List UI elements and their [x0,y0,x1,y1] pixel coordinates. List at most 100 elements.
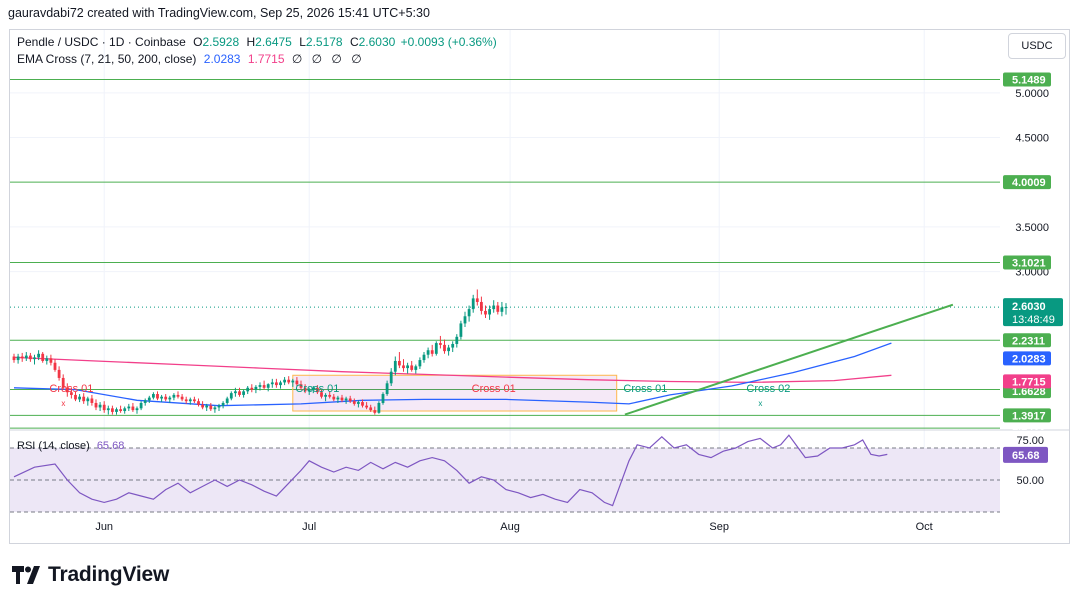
chart-frame[interactable] [9,29,1070,544]
candle-body [303,387,307,392]
x-axis-label: Oct [916,521,933,533]
candle-body [123,408,127,412]
candle-body [78,396,81,400]
candle-body [414,366,418,370]
candle-body [143,400,147,403]
candle-body [12,356,16,361]
trendline [624,303,954,416]
rsi-tick-label: 75.00 [1016,435,1044,447]
candle-body [127,406,131,409]
level-price-label-bg [1003,72,1051,87]
candle-body [328,394,332,397]
candle-body [480,301,483,311]
candle-body [467,309,471,317]
candle-body [250,387,254,390]
ema-fast-price-label: 2.0283 [1012,353,1046,365]
candle-body [20,356,24,359]
level-price-label-bg [1003,175,1051,190]
candle-body [475,298,479,302]
candle-body [221,402,225,406]
candle-body [86,398,90,402]
ema-layer [13,342,892,407]
symbol-name[interactable]: Pendle / USDC · 1D · Coinbase [17,35,186,49]
ema-value-1: 2.0283 [203,52,241,66]
rsi-band-layer [10,447,1000,513]
candle-body [504,307,508,309]
candle-body [332,396,336,400]
candle-body [373,410,377,413]
candle-body [410,365,414,370]
candle-body [361,402,364,406]
annotations-layer: Cross 01 x Cross 01 Cross 01 Cross 01 Cross 0… [49,383,790,408]
level-price-label: 1.2489 [1012,421,1046,433]
candle-body [53,362,57,370]
ema-slow-price-label-bg [1003,374,1051,389]
candle-body [49,358,53,363]
candle-body [131,406,135,411]
candle-body [377,402,381,413]
candle-body [348,398,352,402]
cross-annotation: Cross 02 [746,383,790,395]
level-price-label-bg [1003,333,1051,348]
candle-body [193,399,196,402]
candle-body [45,358,49,361]
candle-body [61,377,65,388]
rsi-title[interactable]: RSI (14, close) [17,440,90,452]
candle-body [393,360,397,372]
rsi-value-tag-bg [1003,446,1048,463]
candle-body [275,382,278,386]
candle-body [426,350,430,355]
candle-body [57,369,61,378]
close-label: C [349,35,359,49]
price-tick-label: 3.5000 [1015,222,1049,234]
candle-body [160,396,163,399]
candle-body [344,398,348,401]
candle-body [168,397,172,400]
rsi-legend: RSI (14, close) 65.68 [17,440,124,452]
rsi-tick-label: 50.00 [1016,475,1044,487]
candle-body [65,387,69,393]
candle-body [430,350,434,354]
candle-body [102,404,106,411]
currency-button[interactable]: USDC [1008,33,1066,59]
level-price-label: 1.3917 [1012,410,1046,422]
candle-body [238,391,241,395]
candle-body [463,316,467,324]
candles-layer [12,289,508,415]
rsi-value-tag: 65.68 [1012,450,1040,462]
candle-body [119,409,122,412]
x-axis-label: Jul [302,521,316,533]
candle-body [340,397,344,401]
cross-annotation: Cross 01 [623,383,667,395]
candle-body [496,305,500,312]
rsi-layer [13,434,888,507]
candle-body [98,404,102,408]
candle-body [262,385,266,388]
candle-body [139,402,143,409]
open-label: O [193,35,203,49]
candle-body [180,396,184,400]
candle-body [471,298,475,310]
attribution-text: gauravdabi72 created with TradingView.co… [8,6,430,20]
tradingview-logo[interactable]: TradingView [12,563,169,587]
candle-body [209,405,213,410]
candle-body [389,371,393,384]
low-value: 2.5178 [305,35,343,49]
ema-value-2: 1.7715 [247,52,285,66]
candle-body [500,307,504,312]
level-price-label: 4.0009 [1012,177,1046,189]
candle-body [488,309,491,315]
candle-body [164,396,168,400]
candle-body [365,405,368,408]
ema-title[interactable]: EMA Cross (7, 21, 50, 200, close) [17,52,197,66]
candle-body [37,353,40,358]
candle-body [70,392,73,395]
candle-body [16,356,20,361]
candle-body [82,396,86,402]
rsi-value: 65.68 [96,440,125,452]
candle-body [299,384,303,388]
high-label: H [246,35,256,49]
candle-body [135,408,139,411]
candle-body [184,399,188,402]
